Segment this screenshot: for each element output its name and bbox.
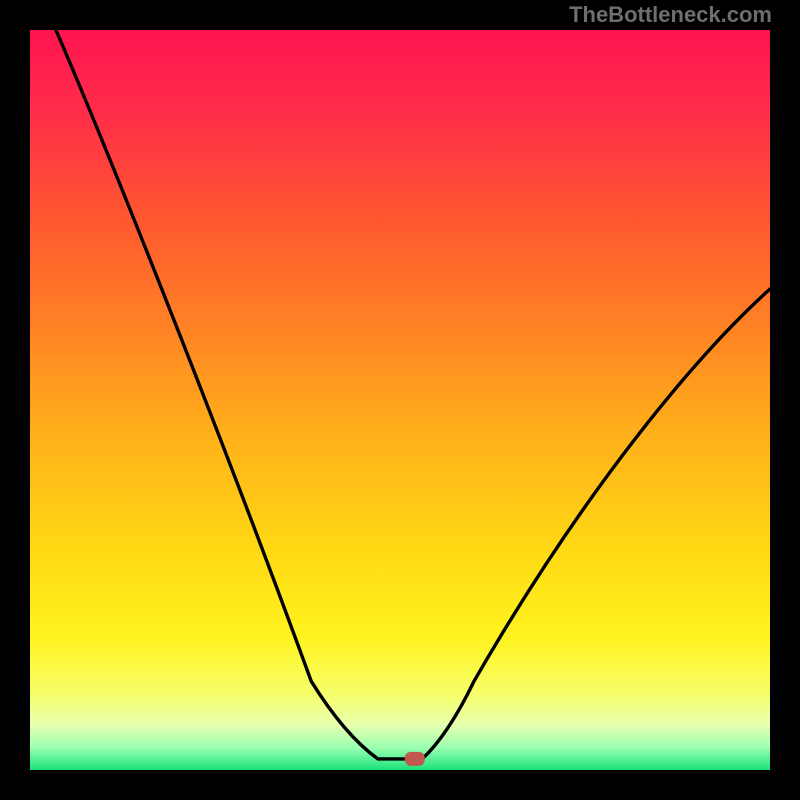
chart-root: { "watermark": { "text": "TheBottleneck.… xyxy=(0,0,800,800)
bottleneck-chart xyxy=(0,0,800,800)
plot-background xyxy=(30,30,770,770)
watermark-text: TheBottleneck.com xyxy=(569,2,772,28)
optimum-marker xyxy=(405,752,425,766)
